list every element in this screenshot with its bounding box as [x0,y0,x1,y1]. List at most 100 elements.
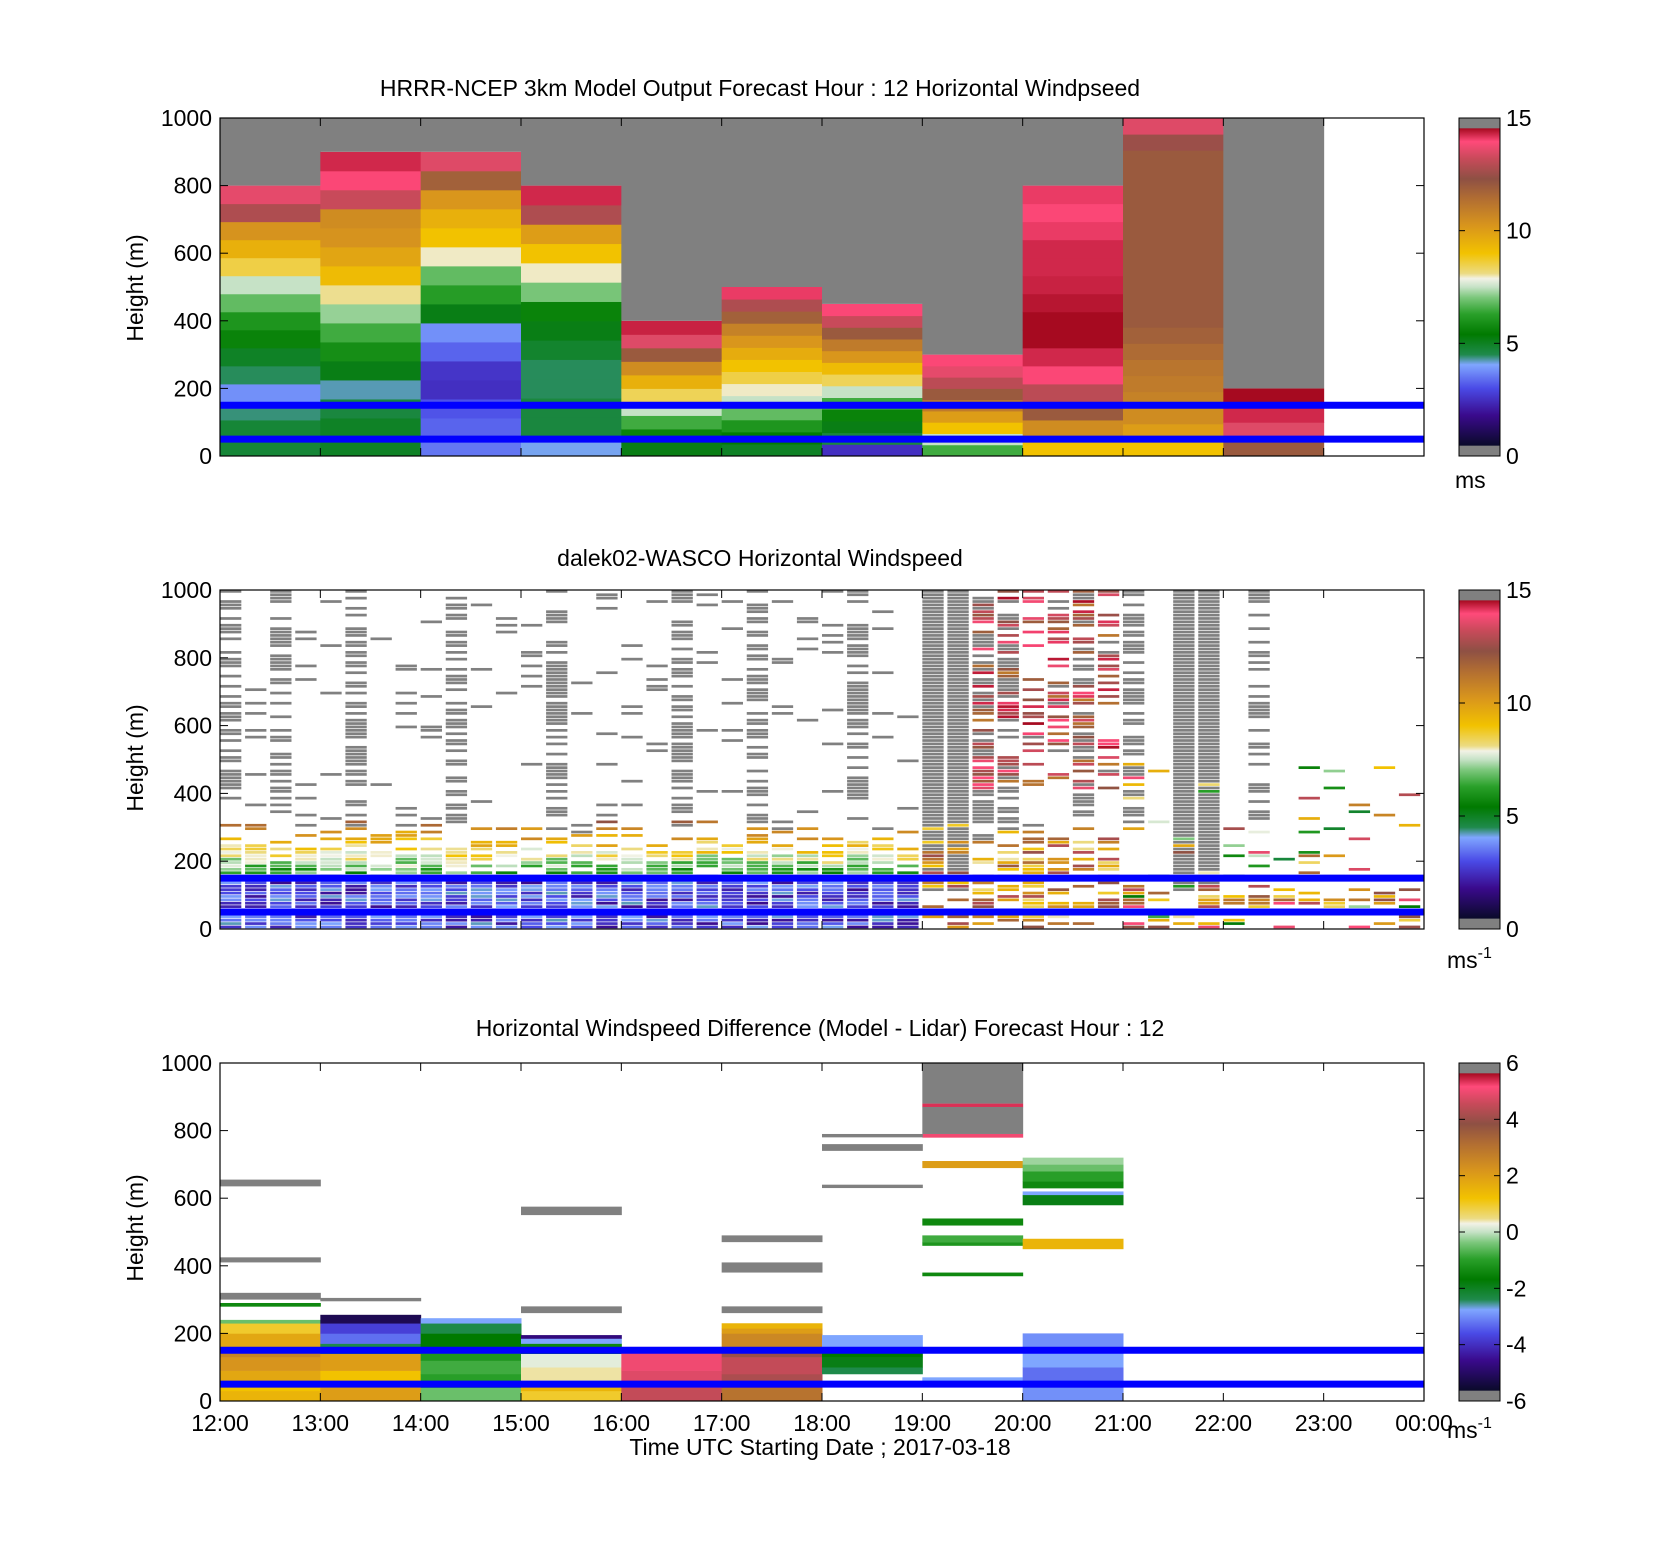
panel2-cell [847,691,869,695]
panel2-cell [1123,688,1145,692]
panel2-cell [1173,871,1195,875]
panel2-cell [1173,823,1195,827]
panel2-cell [345,630,367,634]
panel2-cell [997,786,1019,790]
panel2-cell [1047,698,1070,702]
panel2-cell [947,681,969,685]
panel2-cell [696,840,718,844]
panel2-cell [1173,617,1195,620]
panel2-cell [847,684,869,688]
panel2-cell [546,884,568,888]
panel2-cell [847,857,869,861]
panel2-cell [1173,766,1195,769]
panel2-cell [847,745,869,749]
panel2-cell [897,806,919,810]
panel2-cell [922,857,944,861]
panel2-cell [1047,867,1070,871]
panel2-cell [947,844,969,847]
panel2-cell [671,590,693,593]
panel2-cell [1047,613,1070,617]
panel2-cell [721,925,743,929]
panel2-cell [671,634,693,637]
panel2-cell [972,820,994,824]
panel2-cell [1248,600,1270,603]
panel2-cell [546,837,568,841]
panel2-cell [1173,922,1195,925]
panel2-cell [721,728,743,732]
panel2-cell [220,847,242,851]
panel2-cell [445,718,468,722]
panel2-cell [1398,898,1421,902]
panel2-cell [947,756,969,759]
panel2-cell [1198,867,1220,871]
panel2-cell [922,732,944,736]
panel2-cell [847,905,869,908]
panel2-cell [922,712,944,715]
panel2-cell [997,634,1019,637]
panel2-cell [822,895,844,898]
panel2-cell [571,905,593,908]
panel2-cell [972,708,994,712]
panel2-cell [596,803,618,807]
panel2-cell [1173,820,1195,824]
panel2-cell [345,745,367,749]
panel2-cell [521,918,543,922]
panel3-cell [922,1242,1024,1246]
panel2-cell [295,867,317,871]
panel2-cell [1248,901,1270,905]
panel2-cell [872,905,894,908]
panel2-cell [1198,861,1220,864]
panel2-cell [1097,881,1120,885]
panel2-cell [822,871,844,875]
panel2-cell [847,840,869,844]
panel2-cell [847,634,869,637]
panel3-ylabel: Height (m) [122,1174,148,1281]
panel2-cell [495,925,518,929]
panel2-cell [546,701,568,705]
panel2-cell [1072,745,1095,749]
panel2-cell [345,864,367,868]
panel1-cell [1123,214,1224,232]
panel1-cell [1123,262,1224,280]
panel2-cell [370,637,392,641]
panel2-cell [1173,837,1195,841]
panel2-cell [220,623,242,627]
panel2-cell [220,779,242,783]
panel2-cell [470,898,493,902]
panel2-cell [1173,684,1195,688]
panel2-cell [721,857,743,861]
panel2-cell [972,793,994,797]
panel2-cell [872,884,894,888]
panel2-cell [671,851,693,854]
panel2-cell [671,749,693,753]
panel1-cell [1123,134,1224,151]
panel3-cell [922,1133,1024,1138]
panel2-cell [947,769,969,773]
panel2-cell [220,701,242,705]
panel2-cell [972,888,994,892]
panel2-cell [1148,918,1170,922]
panel2-cell [370,918,392,922]
panel2-cell [1022,705,1044,708]
panel2-cell [220,715,242,719]
panel2-cell [295,813,317,817]
panel2-cell [922,827,944,831]
panel2-cell [646,664,668,668]
panel2-cell [495,888,518,892]
panel2-cell [1072,739,1095,742]
panel2-cell [972,691,994,695]
panel2-cell [546,918,568,922]
panel3-cell [922,1161,1024,1169]
panel2-cell [1022,620,1044,624]
panel2-cell [495,630,518,634]
panel2-cell [320,691,342,695]
panel2-cell [1223,895,1245,898]
panel2-cell [270,922,292,925]
panel2-cell [1047,606,1070,610]
panel2-cell [972,779,994,783]
panel2-cell [1072,640,1095,644]
panel2-cell [621,922,643,925]
panel2-cell [922,725,944,729]
panel2-cell [1198,830,1220,834]
